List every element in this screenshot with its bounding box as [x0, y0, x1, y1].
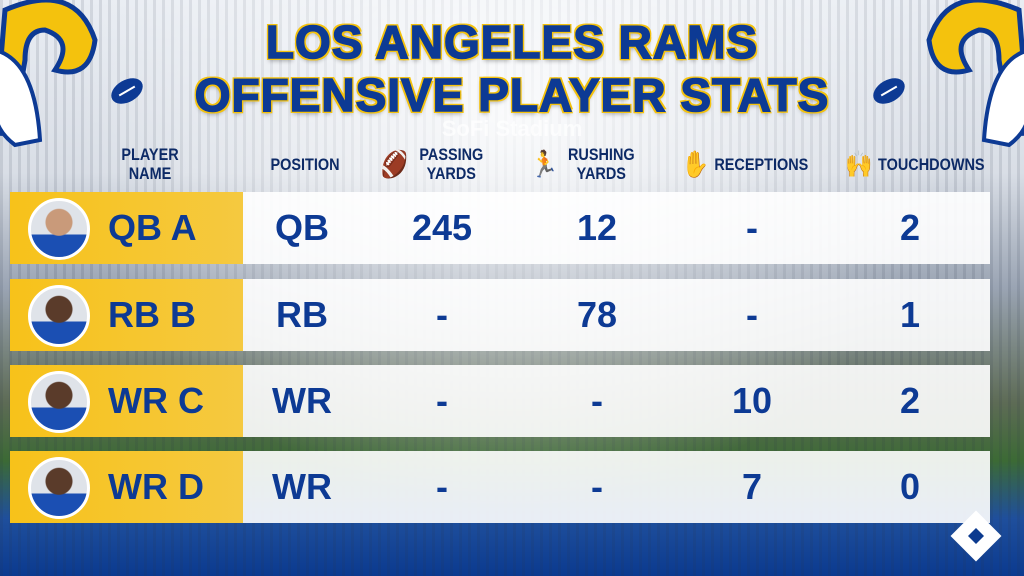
position-value: WR: [272, 466, 332, 507]
receptions-value: 7: [741, 466, 763, 507]
title-line-2: OFFENSIVE PLAYER STATS: [194, 68, 830, 122]
rams-logo-left: [0, 0, 98, 148]
brand-logo: [950, 510, 1002, 562]
stats-cells: [243, 365, 990, 437]
player-name: WR D: [108, 466, 204, 507]
gloves-icon: ✋: [681, 148, 710, 179]
title-line-1: LOS ANGELES RAMS: [265, 15, 759, 69]
football-icon: 🏈: [380, 148, 408, 179]
player-avatar: [28, 371, 90, 433]
position-value: RB: [276, 294, 328, 335]
player-avatar: [28, 285, 90, 347]
stats-cells: [243, 192, 990, 264]
header-passing-yards: 🏈 PASSING YARDS: [380, 145, 484, 183]
receptions-value: -: [746, 207, 758, 248]
receptions-value: 10: [731, 380, 773, 421]
table-row: WR C WR - - 10 2: [10, 365, 990, 437]
rushing-yards-value: 78: [576, 294, 618, 335]
rams-logo-right: [926, 0, 1024, 148]
position-value: QB: [275, 207, 329, 248]
stats-cells: [243, 279, 990, 351]
touchdown-icon: 🙌: [845, 148, 873, 179]
stadium-sign: SoFi Stadium: [441, 116, 583, 141]
player-avatar: [28, 198, 90, 260]
player-cell: RB B: [10, 279, 243, 351]
passing-yards-value: -: [436, 466, 448, 507]
header-position: POSITION: [270, 154, 340, 174]
touchdowns-value: 2: [899, 207, 921, 248]
rushing-yards-value: -: [591, 466, 603, 507]
touchdowns-value: 1: [899, 294, 921, 335]
rushing-yards-value: 12: [576, 207, 618, 248]
receptions-value: -: [746, 294, 758, 335]
header-player-name: PLAYER NAME: [121, 145, 179, 183]
player-name: WR C: [108, 380, 204, 421]
passing-yards-value: 245: [411, 207, 473, 248]
header-touchdowns: 🙌 TOUCHDOWNS: [845, 148, 985, 179]
player-cell: WR C: [10, 365, 243, 437]
stats-cells: [243, 451, 990, 523]
table-row: QB A QB 245 12 - 2: [10, 192, 990, 264]
header-rushing-yards: 🏃 RUSHING YARDS: [530, 145, 635, 183]
player-cell: WR D: [10, 451, 243, 523]
header-receptions: ✋ RECEPTIONS: [681, 148, 809, 179]
table-row: WR D WR - - 7 0: [10, 451, 990, 523]
rushing-yards-value: -: [591, 380, 603, 421]
table-row: RB B RB - 78 - 1: [10, 279, 990, 351]
player-avatar: [28, 457, 90, 519]
player-name: RB B: [108, 294, 196, 335]
position-value: WR: [272, 380, 332, 421]
player-name: QB A: [108, 207, 197, 248]
touchdowns-value: 0: [899, 466, 921, 507]
player-cell: QB A: [10, 192, 243, 264]
passing-yards-value: -: [436, 294, 448, 335]
touchdowns-value: 2: [899, 380, 921, 421]
running-icon: 🏃: [530, 148, 558, 179]
passing-yards-value: -: [436, 380, 448, 421]
